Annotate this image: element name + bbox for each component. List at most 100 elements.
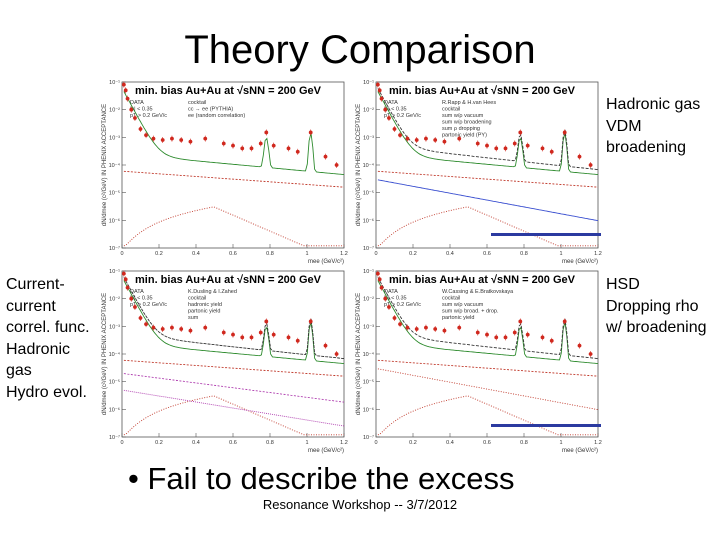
plot-frame <box>375 270 599 438</box>
legend-right-item: cocktail <box>442 296 460 302</box>
data-point <box>525 332 530 337</box>
y-tick-label: 10⁻³ <box>109 135 120 141</box>
top-right-label: Hadronic gas VDM broadening <box>606 96 701 156</box>
x-tick-label: 0.4 <box>446 251 454 257</box>
y-tick-label: 10⁻² <box>363 108 374 114</box>
cocktail-curve <box>123 280 345 365</box>
x-tick-label: 1.2 <box>594 440 602 446</box>
legend-right-item: ee (random correlation) <box>188 113 245 119</box>
data-point <box>485 143 489 148</box>
bottom-left-label: Current- current correl. func. Hadronic … <box>6 276 90 401</box>
data-point <box>518 130 523 135</box>
y-tick-label: 10⁻¹ <box>363 80 374 86</box>
footer-text: Resonance Workshop -- 3/7/2012 <box>262 497 458 512</box>
x-tick-label: 1.2 <box>340 440 348 446</box>
legend-left-item: pT > 0.2 GeV/c <box>130 302 167 308</box>
x-tick-label: 1 <box>305 440 308 446</box>
y-tick-label: 10⁻⁴ <box>109 162 121 169</box>
plot-panel-2: 0 0.2 0.4 0.6 0.8 1 1.2 10⁻⁷ 10⁻⁶ 10⁻⁵ 10⁻⁴ 10⁻³ 10⁻… <box>354 76 602 266</box>
legend-right-item: cocktail <box>188 296 206 302</box>
legend-right-item: cocktail <box>442 107 460 113</box>
legend-left-item: DATA <box>384 289 398 295</box>
model-sum-curve <box>377 277 599 359</box>
y-tick-label: 10⁻⁷ <box>363 434 374 441</box>
data-point <box>398 133 402 138</box>
data-point <box>387 116 391 120</box>
cocktail-curve <box>377 91 599 176</box>
data-point <box>258 141 263 146</box>
data-point <box>125 285 130 290</box>
y-axis-label: dN/dmee (c²/GeV) IN PHENIX ACCEPTANCE <box>356 293 362 415</box>
plot-frame <box>375 81 599 249</box>
data-point <box>392 127 397 131</box>
x-tick-label: 0.8 <box>266 251 274 257</box>
y-tick-label: 10⁻⁴ <box>363 162 375 169</box>
y-tick-label: 10⁻¹ <box>109 80 120 86</box>
data-point <box>323 343 328 348</box>
plot-2-svg: 0 0.2 0.4 0.6 0.8 1 1.2 10⁻⁷ 10⁻⁶ 10⁻⁵ 10⁻⁴ 10⁻³ 10⁻… <box>356 80 602 265</box>
data-point <box>125 96 130 101</box>
legend-left-item: |y| < 0.35 <box>384 107 407 113</box>
data-point <box>249 146 254 151</box>
data-point <box>264 130 269 135</box>
y-tick-label: 10⁻⁶ <box>109 217 120 224</box>
x-tick-label: 0.6 <box>229 251 237 257</box>
data-point <box>549 149 554 154</box>
data-point <box>129 107 134 112</box>
data-point <box>457 136 462 141</box>
legend-left-item: |y| < 0.35 <box>130 107 153 113</box>
x-tick-label: 1 <box>559 251 562 257</box>
data-point <box>170 136 174 141</box>
y-tick-label: 10⁻³ <box>363 135 374 141</box>
charm-curve <box>377 170 599 188</box>
data-point <box>203 325 208 330</box>
data-point <box>562 130 567 135</box>
data-point <box>494 335 499 340</box>
data-point <box>295 149 300 154</box>
legend-left-item: |y| < 0.35 <box>384 296 407 302</box>
data-point <box>308 130 313 135</box>
legend-right-item: sum w/ρ vacuum <box>442 302 484 308</box>
legend-right-item: sum w/ρ vacuum <box>442 113 484 119</box>
y-tick-label: 10⁻⁷ <box>109 434 120 441</box>
data-point <box>308 319 313 324</box>
data-point <box>518 319 523 324</box>
data-point <box>138 316 143 320</box>
legend-right-item: sum w/ρ broad. + drop. <box>442 309 499 315</box>
data-point <box>503 146 508 151</box>
data-point <box>271 332 276 337</box>
data-point <box>133 305 137 309</box>
y-tick-label: 10⁻² <box>363 297 374 303</box>
data-point <box>179 138 184 142</box>
data-point <box>203 136 208 141</box>
data-point <box>433 327 438 331</box>
data-point <box>414 138 419 142</box>
data-point <box>286 335 291 340</box>
x-tick-label: 0.2 <box>155 440 163 446</box>
data-point <box>188 328 193 333</box>
x-tick-label: 0.6 <box>483 251 491 257</box>
data-point <box>160 327 165 331</box>
data-point <box>249 335 254 340</box>
x-tick-label: 1 <box>559 440 562 446</box>
y-axis-label: dN/dmee (c²/GeV) IN PHENIX ACCEPTANCE <box>356 104 362 226</box>
legend-left-item: pT > 0.2 GeV/c <box>384 302 421 308</box>
x-axis-label: mee (GeV/c²) <box>308 259 344 265</box>
x-tick-label: 0.4 <box>192 440 200 446</box>
y-tick-label: 10⁻² <box>109 297 120 303</box>
x-tick-label: 0.2 <box>155 251 163 257</box>
legend-right-item: W.Cassing & E.Bratkovskaya <box>442 289 514 295</box>
legend-left-item: pT > 0.2 GeV/c <box>384 113 421 119</box>
legend-right-item: K.Dusling & I.Zahed <box>188 289 237 295</box>
y-tick-label: 10⁻⁵ <box>363 379 374 386</box>
plot-title: min. bias Au+Au at √sNN = 200 GeV <box>135 85 322 97</box>
x-tick-label: 0 <box>374 440 377 446</box>
data-point <box>286 146 291 151</box>
data-point <box>160 138 165 142</box>
y-tick-label: 10⁻⁴ <box>363 351 375 358</box>
data-point <box>123 277 128 282</box>
data-point <box>512 141 517 146</box>
data-point <box>221 141 226 146</box>
legend-right-item: sum w/ρ broadening <box>442 120 492 126</box>
data-point <box>240 146 245 151</box>
